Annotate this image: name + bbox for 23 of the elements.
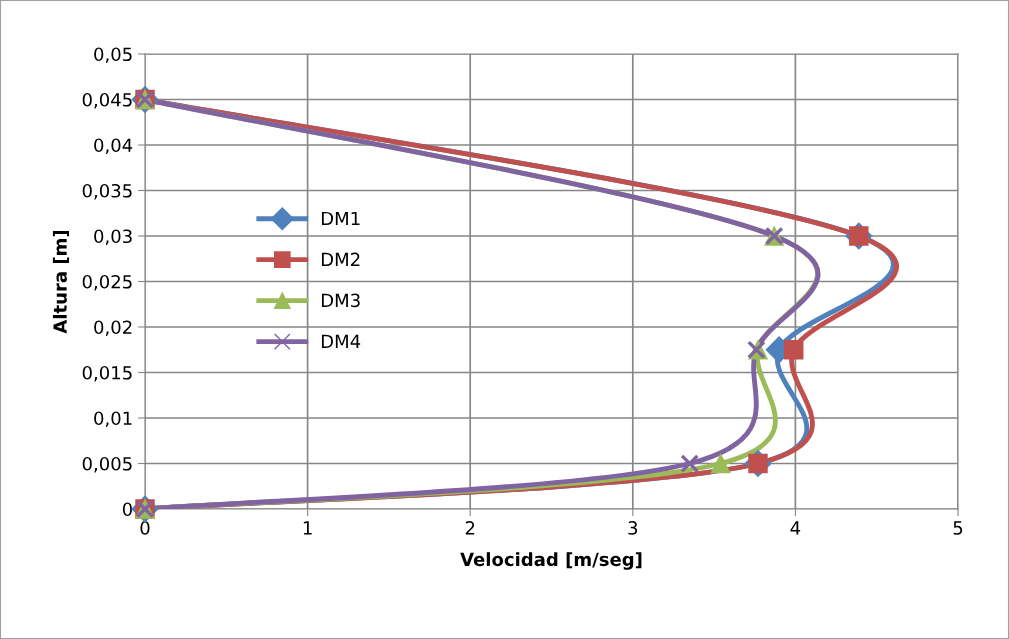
y-tick-label: 0,02 — [94, 320, 132, 336]
y-tick-label: 0 — [122, 502, 132, 517]
x-tick-label: 1 — [303, 521, 312, 535]
x-tick-label: 4 — [790, 521, 801, 535]
y-tick-label: 0,05 — [94, 47, 132, 63]
legend-label: DM1 — [321, 211, 360, 226]
legend-label: DM4 — [321, 334, 361, 348]
legend-label: DM2 — [321, 252, 360, 267]
x-tick-label: 2 — [465, 521, 475, 535]
y-tick-label: 0,04 — [94, 138, 133, 154]
x-tick-label: 5 — [953, 521, 963, 535]
x-tick-label: 0 — [140, 521, 150, 535]
y-axis-title: Altura [m] — [52, 230, 70, 334]
y-tick-label: 0,045 — [82, 92, 132, 109]
x-axis-title: Velocidad [m/seg] — [460, 552, 642, 570]
y-tick-label: 0,015 — [82, 365, 132, 382]
legend-label: DM3 — [321, 293, 360, 308]
y-tick-label: 0,035 — [82, 183, 132, 200]
x-tick-label: 3 — [628, 521, 638, 535]
y-tick-label: 0,025 — [82, 274, 132, 291]
y-tick-label: 0,03 — [94, 229, 132, 245]
y-tick-label: 0,01 — [94, 411, 132, 427]
y-tick-label: 0,005 — [82, 456, 132, 473]
